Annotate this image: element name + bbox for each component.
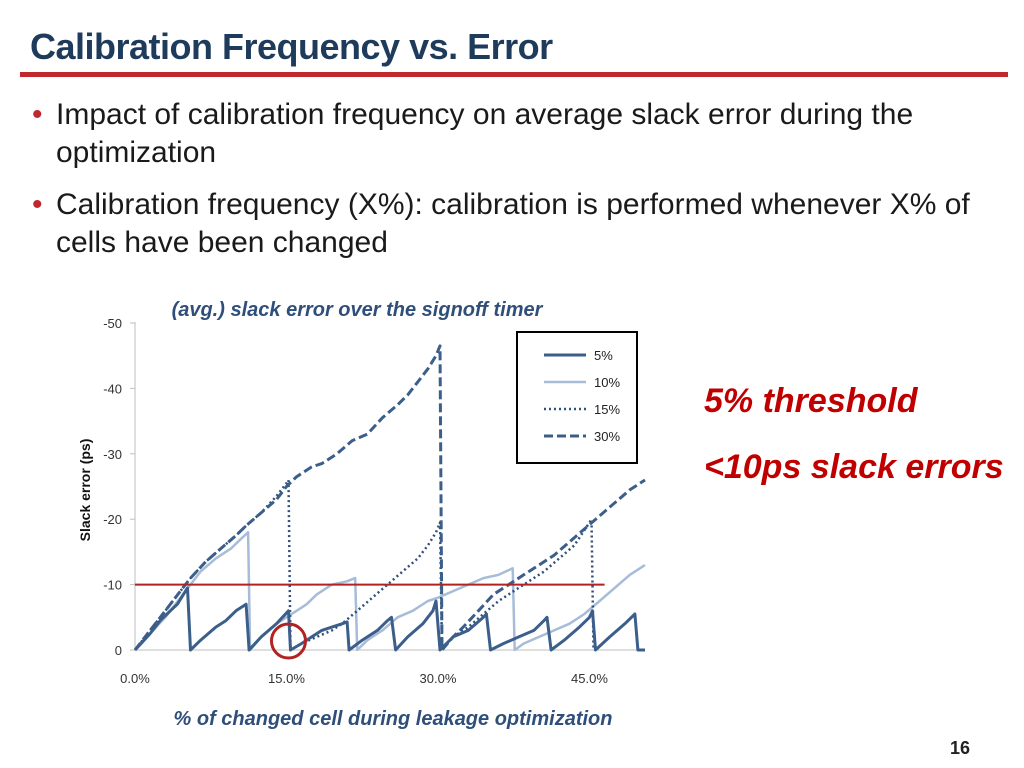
- slack-error-callout: <10ps slack errors: [704, 448, 1004, 486]
- x-tick-label: 45.0%: [571, 671, 608, 686]
- page-number: 16: [950, 738, 971, 758]
- legend-label: 5%: [594, 348, 613, 363]
- y-tick-label: -10: [103, 578, 122, 593]
- y-tick-label: -40: [103, 381, 122, 396]
- bullet-text: Impact of calibration frequency on avera…: [56, 98, 914, 169]
- bullet-list: • Impact of calibration frequency on ave…: [32, 96, 992, 276]
- y-tick-label: 0: [115, 643, 122, 658]
- chart-overlays: [135, 583, 605, 660]
- legend-label: 30%: [594, 429, 620, 444]
- x-tick-label: 30.0%: [420, 671, 457, 686]
- bullet-item: • Impact of calibration frequency on ave…: [32, 96, 992, 172]
- legend-label: 10%: [594, 375, 620, 390]
- legend-label: 15%: [594, 402, 620, 417]
- chart-legend: 5% 10% 15% 30%: [516, 331, 638, 464]
- highlight-circle: [269, 622, 307, 660]
- series-line-5pct: [133, 586, 645, 652]
- threshold-callout: 5% threshold: [704, 382, 918, 420]
- bullet-text: Calibration frequency (X%): calibration …: [56, 188, 970, 259]
- chart-axes: [134, 322, 645, 651]
- chart-title: (avg.) slack error over the signoff time…: [172, 299, 544, 321]
- series-line-30pct: [133, 344, 646, 652]
- y-tick-label: -20: [103, 512, 122, 527]
- y-tick-label: -50: [103, 316, 122, 331]
- bullet-item: • Calibration frequency (X%): calibratio…: [32, 186, 992, 262]
- series-lines: [133, 344, 646, 652]
- tick-labels: 0 -10 -20 -30 -40 -50 0.0% 15.0% 30.0% 45.0%: [103, 316, 608, 686]
- x-tick-label: 15.0%: [268, 671, 305, 686]
- series-line-10pct: [134, 531, 646, 652]
- slide-title: Calibration Frequency vs. Error: [30, 26, 553, 67]
- bullet-dot-icon: •: [32, 188, 43, 221]
- x-tick-label: 0.0%: [120, 671, 150, 686]
- title-divider: [20, 72, 1008, 77]
- y-tick-label: -30: [103, 447, 122, 462]
- y-axis-title: Slack error (ps): [77, 439, 93, 542]
- bullet-dot-icon: •: [32, 98, 43, 131]
- x-axis-title: % of changed cell during leakage optimiz…: [174, 708, 613, 730]
